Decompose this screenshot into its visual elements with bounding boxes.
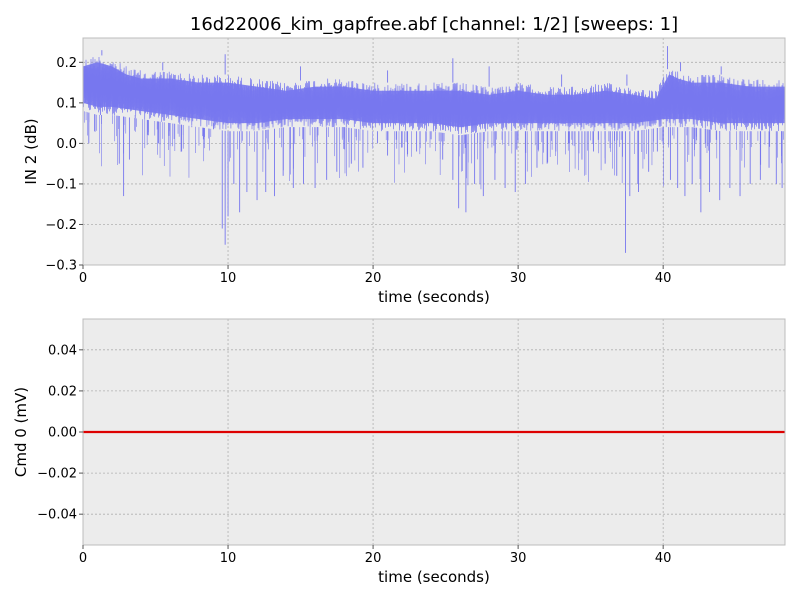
bottom-panel-xtick-label: 20 xyxy=(365,551,382,566)
bottom-panel-xtick-label: 40 xyxy=(655,551,672,566)
top-panel-ytick-label: −0.2 xyxy=(45,218,77,233)
top-panel-xtick-label: 20 xyxy=(365,271,382,286)
bottom-panel-ytick-label: 0.04 xyxy=(48,343,77,358)
top-panel-ytick-label: 0.0 xyxy=(56,137,77,152)
bottom-panel-axes: 0 10 20 30 40 −0.04 −0.02 0.00 0.02 0.04 time (sec… xyxy=(12,318,786,586)
top-panel-ytick-label: 0.1 xyxy=(56,96,77,111)
top-panel-xtick-label: 0 xyxy=(79,271,87,286)
top-panel-signal-band xyxy=(83,62,785,128)
top-panel-xtick-label: 40 xyxy=(655,271,672,286)
top-panel-plot-area xyxy=(83,46,785,253)
top-panel-frame xyxy=(82,37,786,266)
bottom-panel-ytick-label: −0.02 xyxy=(37,467,77,482)
top-panel-ytick-label: −0.1 xyxy=(45,177,77,192)
figure-title: 16d22006_kim_gapfree.abf [channel: 1/2] … xyxy=(190,14,678,35)
bottom-panel-xtick-label: 10 xyxy=(220,551,237,566)
bottom-panel-xtick-label: 0 xyxy=(79,551,87,566)
bottom-panel-ytick-label: 0.02 xyxy=(48,384,77,399)
top-panel-ytick-label: −0.3 xyxy=(45,259,77,274)
top-panel-xtick-label: 30 xyxy=(510,271,527,286)
bottom-panel-ytick-label: 0.00 xyxy=(48,426,77,441)
top-panel-ytick-label: 0.2 xyxy=(56,56,77,71)
top-panel-xlabel: time (seconds) xyxy=(378,288,490,306)
bottom-panel-xlabel: time (seconds) xyxy=(378,568,490,586)
top-panel-face xyxy=(83,38,785,265)
bottom-panel-ytick-label: −0.04 xyxy=(37,508,77,523)
top-panel-ylabel: IN 2 (dB) xyxy=(22,118,40,184)
bottom-panel-ylabel: Cmd 0 (mV) xyxy=(12,387,30,477)
bottom-panel-xtick-label: 30 xyxy=(510,551,527,566)
top-panel-axes: 0 10 20 30 40 −0.3 −0.2 −0.1 0.0 0.1 0.2 time (seco… xyxy=(22,37,786,306)
top-panel-xtick-label: 10 xyxy=(220,271,237,286)
